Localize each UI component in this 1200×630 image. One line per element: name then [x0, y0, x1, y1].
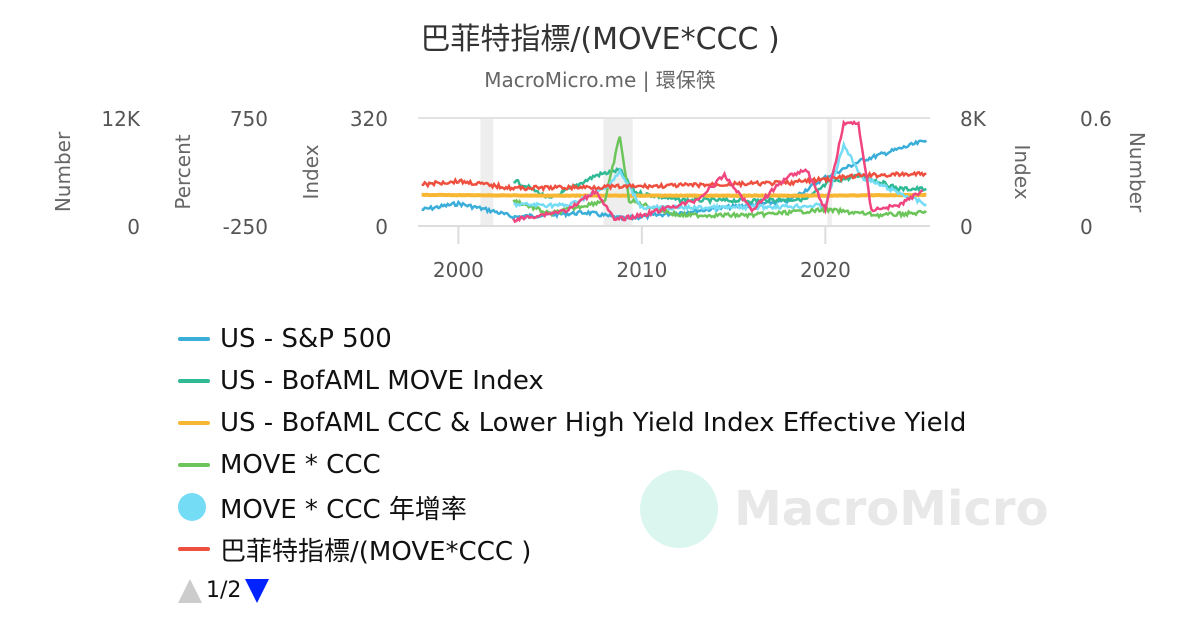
legend-label: US - BofAML MOVE Index	[220, 366, 544, 396]
legend-label: MOVE * CCC 年增率	[220, 494, 467, 525]
y-axis-min-label: 0	[960, 215, 973, 239]
watermark-logo-icon	[640, 470, 718, 548]
y-axis-title: Number	[51, 131, 75, 212]
legend-swatch	[178, 463, 210, 467]
legend-label: MOVE * CCC	[220, 450, 381, 480]
legend-swatch	[178, 547, 210, 551]
series-line-2	[421, 192, 927, 198]
y-axis-title: Percent	[171, 134, 195, 209]
legend-item-buffett[interactable]: 巴菲特指標/(MOVE*CCC )	[178, 528, 1078, 570]
legend-item-move[interactable]: US - BofAML MOVE Index	[178, 360, 1078, 402]
legend-swatch	[178, 421, 210, 425]
x-tick-label: 2020	[800, 258, 851, 282]
series-line-5	[421, 170, 927, 193]
recession-band	[480, 118, 494, 226]
recession-band	[827, 118, 832, 226]
y-axis-max-label: 8K	[960, 107, 987, 131]
series-line-3	[512, 136, 927, 220]
y-axis-max-label: 12K	[101, 107, 140, 131]
legend-next-arrow-icon[interactable]	[245, 578, 270, 603]
y-axis-max-label: 750	[230, 107, 268, 131]
chart-subtitle: MacroMicro.me | 環保筷	[484, 68, 716, 92]
y-axis-max-label: 0.6	[1080, 107, 1112, 131]
legend-swatch	[178, 493, 206, 521]
legend: US - S&P 500 US - BofAML MOVE Index US -…	[178, 318, 1078, 570]
series-line-6	[512, 119, 924, 224]
y-axis-min-label: 0	[375, 215, 388, 239]
legend-label: US - S&P 500	[220, 324, 392, 354]
x-tick-label: 2000	[433, 258, 484, 282]
legend-label: US - BofAML CCC & Lower High Yield Index…	[220, 408, 967, 438]
y-axis-min-label: -250	[223, 215, 268, 239]
y-axis-title: Index	[299, 144, 323, 199]
x-tick-label: 2010	[616, 258, 667, 282]
legend-swatch	[178, 337, 210, 341]
legend-item-ccc[interactable]: US - BofAML CCC & Lower High Yield Index…	[178, 402, 1078, 444]
watermark: MacroMicro	[640, 470, 1049, 548]
legend-item-sp500[interactable]: US - S&P 500	[178, 318, 1078, 360]
legend-label: 巴菲特指標/(MOVE*CCC )	[220, 536, 532, 567]
legend-item-move-ccc[interactable]: MOVE * CCC	[178, 444, 1078, 486]
y-axis-min-label: 0	[1080, 215, 1093, 239]
legend-page: 1/2	[206, 578, 242, 603]
y-axis-title: Number	[1125, 132, 1149, 213]
legend-swatch	[178, 379, 210, 383]
legend-item-move-ccc-yoy[interactable]: MOVE * CCC 年增率	[178, 486, 1078, 528]
y-axis-min-label: 0	[127, 215, 140, 239]
chart-title: 巴菲特指標/(MOVE*CCC )	[420, 22, 780, 57]
y-axis-title: Index	[1010, 144, 1034, 199]
watermark-text: MacroMicro	[734, 481, 1049, 537]
legend-pager: 1/2	[178, 578, 270, 603]
y-axis-max-label: 320	[350, 107, 388, 131]
legend-prev-arrow-icon[interactable]	[178, 578, 202, 603]
